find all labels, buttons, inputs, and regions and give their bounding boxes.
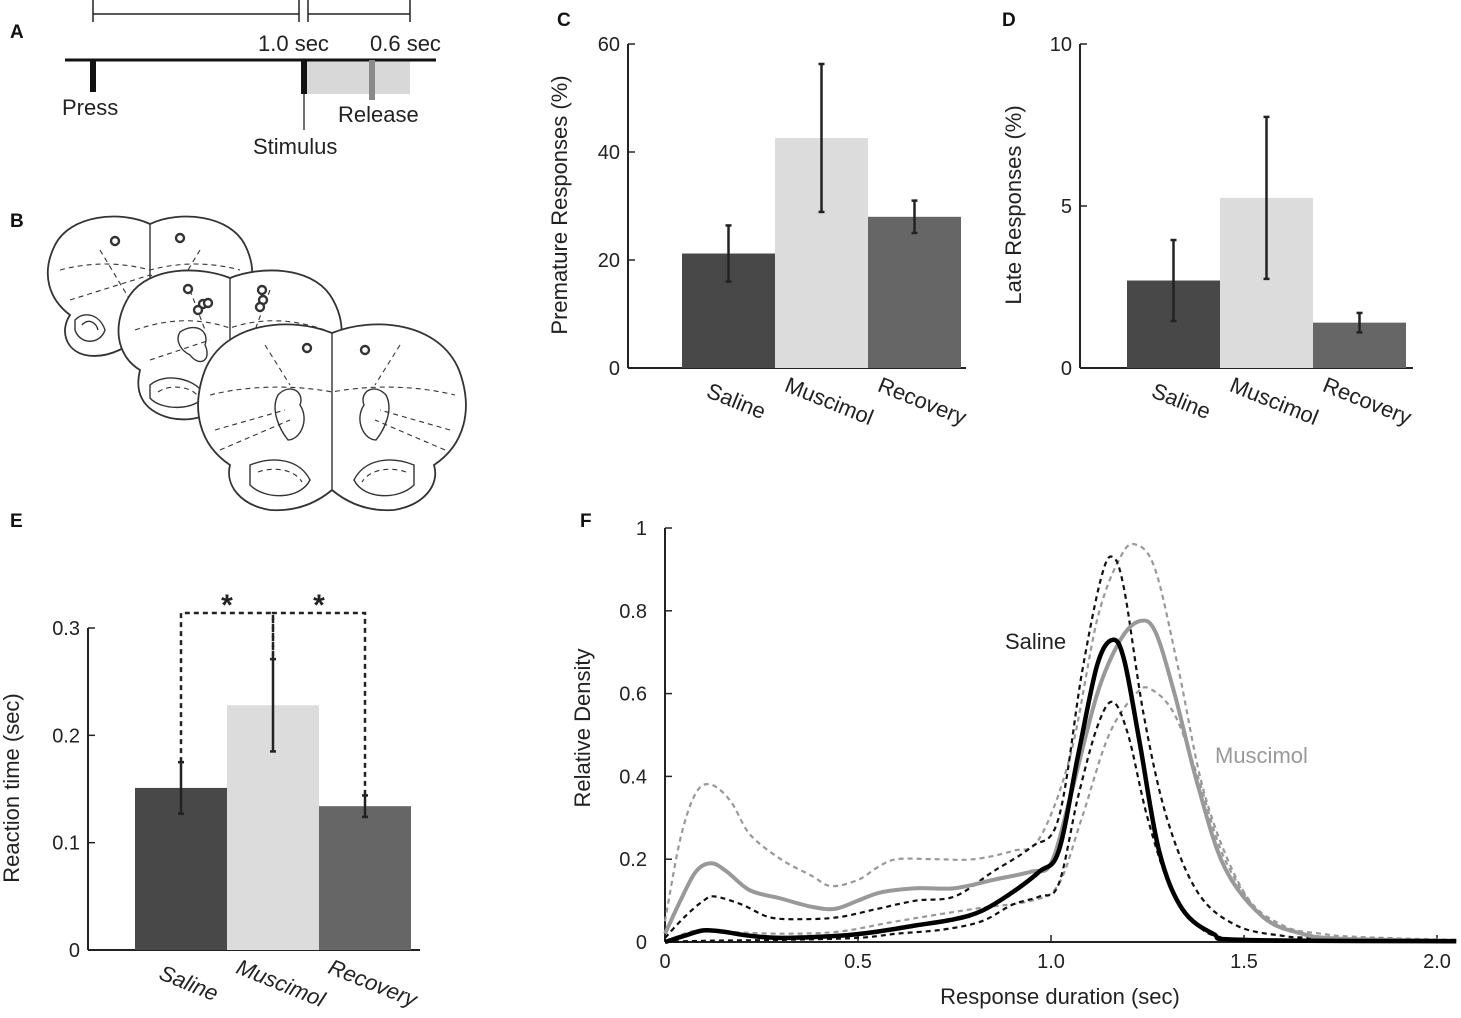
significance-bracket (179, 611, 275, 763)
brain-section-3 (197, 323, 467, 512)
panel-label-b: B (10, 211, 24, 232)
category-label: Muscimol (1227, 372, 1323, 430)
panel-label-e: E (10, 511, 23, 532)
injection-site (109, 235, 121, 247)
injection-site (192, 304, 204, 316)
muscimol-annotation: Muscimol (1215, 743, 1308, 768)
y-tick-label: 60 (598, 34, 620, 56)
y-tick-label: 0.1 (52, 833, 80, 855)
panel-d-late-chart: D Late Responses (%) 0 5 10 Saline MuscimolR… (1001, 10, 1415, 430)
y-tick-label: 0 (69, 940, 80, 962)
injection-site (182, 283, 194, 295)
panel-label-d: D (1002, 10, 1016, 31)
y-tick-label: 0.8 (619, 601, 647, 623)
series-saline (664, 637, 1457, 945)
interval-1-label: 1.0 sec (258, 31, 329, 56)
injection-site (202, 297, 214, 309)
injection-site (359, 344, 371, 356)
x-tick-label: 1.0 (1037, 951, 1065, 973)
category-label: Saline (703, 378, 769, 424)
y-tick-label: 40 (598, 142, 620, 164)
category-label: Recovery (1320, 372, 1416, 430)
series-muscimol (663, 618, 1457, 943)
y-tick-label: 0 (1061, 358, 1072, 380)
panel-label-c: C (557, 10, 571, 31)
press-marker (90, 60, 96, 92)
y-tick-label: 0 (609, 358, 620, 380)
release-marker (369, 60, 375, 100)
y-tick-label: 20 (598, 250, 620, 272)
y-tick-label: 1 (636, 518, 647, 540)
y-tick-label: 0.3 (52, 618, 80, 640)
y-tick-label: 0 (636, 932, 647, 954)
bar-saline (135, 787, 227, 950)
injection-site (254, 301, 266, 313)
y-axis-label: Late Responses (%) (1001, 105, 1026, 304)
category-label: Saline (1148, 378, 1214, 424)
series-saline-upper (664, 555, 1457, 941)
press-label: Press (62, 95, 118, 120)
interval-2-label: 0.6 sec (370, 31, 441, 56)
x-tick-label: 1.5 (1230, 951, 1258, 973)
panel-b-brain-sections: B (10, 211, 467, 512)
x-tick-label: 2.0 (1423, 951, 1451, 973)
series-muscimol-lower (664, 686, 1457, 944)
series-saline-lower (664, 700, 1457, 944)
panel-f-density-chart: F Relative Density Response duration (se… (570, 511, 1457, 1009)
y-tick-label: 5 (1061, 196, 1072, 218)
significance-star: * (313, 589, 325, 622)
x-tick-label: 0.5 (844, 951, 872, 973)
category-label: Recovery (875, 372, 971, 430)
stimulus-marker (301, 60, 307, 94)
panel-label-a: A (10, 22, 24, 43)
x-tick-label: 0 (659, 951, 670, 973)
category-label: Saline (156, 960, 222, 1006)
injection-site (174, 232, 186, 244)
series-muscimol-upper (663, 542, 1457, 941)
y-tick-label: 10 (1050, 34, 1072, 56)
x-axis-label: Response duration (sec) (940, 984, 1180, 1009)
panel-e-reaction-time-chart: E Reaction time (sec) 0 0.1 0.2 0.3 Saline Mu… (0, 511, 422, 1013)
injection-site (256, 284, 268, 296)
y-axis-label: Reaction time (sec) (0, 693, 24, 883)
category-label: Muscimol (782, 372, 878, 430)
category-label: Recovery (325, 954, 422, 1013)
bar-recovery (319, 806, 411, 950)
saline-annotation: Saline (1005, 629, 1066, 654)
y-tick-label: 0.2 (619, 849, 647, 871)
y-tick-label: 0.4 (619, 766, 647, 788)
bar-recovery (868, 216, 961, 368)
y-axis-label: Premature Responses (%) (547, 75, 572, 334)
stimulus-label: Stimulus (253, 134, 337, 159)
category-label: Muscimol (233, 954, 330, 1012)
panel-a-timeline: A 1.0 sec 0.6 sec Press Stimulus Release (10, 0, 441, 159)
panel-label-f: F (580, 511, 592, 532)
y-axis-label: Relative Density (570, 649, 595, 808)
y-tick-label: 0.6 (619, 684, 647, 706)
panel-c-premature-chart: C Premature Responses (%) 0 20 40 60 Saline M… (547, 10, 970, 430)
significance-star: * (221, 589, 233, 622)
response-window (306, 60, 410, 94)
significance-bracket (271, 611, 367, 796)
injection-site (301, 342, 313, 354)
release-label: Release (338, 102, 419, 127)
y-tick-label: 0.2 (52, 725, 80, 747)
